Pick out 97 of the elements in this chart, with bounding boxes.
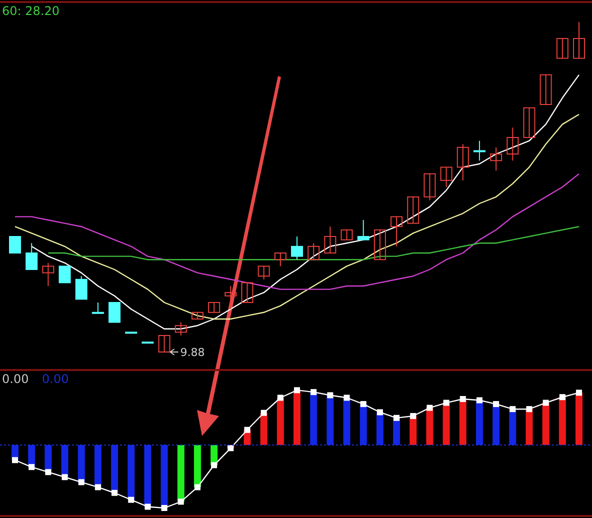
point: [559, 394, 566, 400]
point: [376, 409, 383, 416]
bar: [442, 402, 450, 445]
point: [12, 457, 18, 464]
candlestick: [58, 266, 71, 284]
bar: [160, 445, 168, 508]
bar: [509, 409, 516, 445]
point: [228, 445, 234, 452]
point: [277, 394, 284, 401]
candlestick: [42, 262, 54, 286]
point: [542, 400, 549, 406]
text: 0.00: [2, 372, 29, 386]
bar: [360, 404, 367, 445]
point: [576, 390, 582, 396]
point: [260, 410, 267, 416]
candlestick: [92, 302, 104, 314]
point: [360, 401, 366, 408]
bar: [128, 445, 135, 500]
bar: [376, 412, 384, 445]
bar: [526, 409, 533, 445]
bar: [177, 445, 184, 502]
point: [178, 498, 184, 505]
point: [310, 389, 317, 396]
point: [62, 474, 68, 480]
point: [211, 462, 218, 468]
candlestick: [573, 22, 585, 59]
point: [526, 406, 532, 412]
bar: [294, 390, 300, 445]
candlestick: [291, 236, 303, 260]
candlestick: [523, 107, 536, 138]
candlestick: [340, 229, 353, 240]
candlestick: [407, 196, 420, 224]
point: [144, 504, 151, 510]
candlestick: [374, 229, 386, 260]
bar: [144, 445, 152, 507]
bar: [542, 402, 550, 445]
bar: [410, 416, 417, 445]
point: [443, 400, 450, 406]
candlestick: [241, 282, 254, 303]
candlestick: [108, 302, 121, 323]
candlestick: [456, 144, 469, 181]
bar: [111, 445, 118, 493]
point: [28, 464, 35, 470]
candlestick: [440, 166, 452, 188]
candlestick: [308, 242, 320, 260]
candlestick: [357, 220, 370, 240]
point: [294, 387, 300, 394]
point: [493, 401, 500, 408]
point: [161, 505, 168, 511]
candlestick: [174, 322, 187, 336]
bar: [310, 392, 318, 445]
candlestick: [556, 38, 568, 59]
point: [78, 479, 84, 486]
candlestick: [26, 242, 38, 270]
candlestick: [324, 226, 336, 254]
bar: [326, 395, 334, 445]
bar: [492, 404, 500, 445]
bar: [343, 398, 350, 445]
bar: [576, 392, 582, 445]
text: 60: 28.20: [2, 4, 60, 18]
point: [344, 394, 350, 401]
bar: [558, 397, 566, 445]
candlestick: [473, 140, 486, 162]
bar: [194, 445, 201, 488]
candlestick: [258, 266, 270, 280]
candlestick: [424, 173, 436, 201]
annotation: 9.88: [180, 346, 205, 359]
candlestick: [274, 252, 286, 267]
candlestick: [540, 74, 552, 105]
point: [394, 414, 400, 421]
bar: [426, 408, 434, 445]
point: [476, 397, 482, 404]
point: [128, 496, 134, 503]
point: [94, 484, 101, 490]
bar: [476, 400, 483, 445]
bar: [459, 399, 466, 445]
point: [244, 426, 250, 433]
point: [460, 396, 466, 402]
point: [410, 413, 416, 420]
text: 0.00: [42, 372, 69, 386]
bar: [94, 445, 102, 488]
point: [510, 406, 516, 412]
candlestick: [506, 127, 519, 162]
candlestick: [75, 276, 88, 300]
bar: [61, 445, 68, 478]
candlestick: [490, 146, 502, 171]
point: [327, 392, 334, 398]
candlestick: [208, 302, 220, 313]
bar: [78, 445, 85, 482]
bar: [276, 398, 284, 445]
candlestick: [9, 236, 21, 254]
point: [194, 484, 200, 490]
candlestick: [224, 286, 237, 310]
point: [45, 469, 52, 476]
point: [112, 490, 118, 496]
candlestick: [390, 216, 403, 247]
point: [426, 404, 433, 411]
